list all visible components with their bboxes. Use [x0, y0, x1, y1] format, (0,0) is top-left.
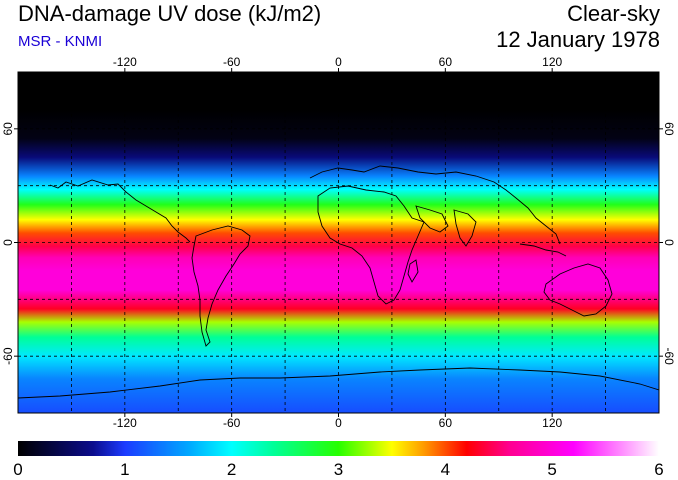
lat-label-right: 0 — [662, 239, 676, 246]
coastline-eurasia — [309, 165, 561, 245]
lat-label-right: 60 — [662, 122, 676, 136]
colorbar-label: 6 — [654, 460, 663, 479]
lat-label-right: -60 — [662, 347, 676, 365]
lon-label-bottom: 60 — [439, 416, 453, 430]
colorbar-label: 0 — [13, 460, 22, 479]
lon-label-bottom: 120 — [542, 416, 562, 430]
coastline-africa — [317, 185, 425, 305]
lat-labels-left: 60 0 -60 — [1, 122, 15, 365]
coastline-antarctica — [18, 367, 659, 399]
coastline-north-america — [49, 179, 191, 243]
coastline-south-america — [191, 225, 251, 347]
lon-labels-bottom: -120 -60 0 60 120 — [113, 416, 563, 430]
frame-ticks — [14, 68, 663, 417]
sky-condition-label: Clear-sky — [567, 1, 660, 26]
colorbar-label: 5 — [547, 460, 556, 479]
lon-label-top: 0 — [335, 55, 342, 69]
lon-label-bottom: -60 — [223, 416, 241, 430]
lat-labels-right: 60 0 -60 — [662, 122, 676, 365]
coastline-india — [453, 209, 477, 247]
lon-label-top: 60 — [439, 55, 453, 69]
lat-label-left: 0 — [1, 239, 15, 246]
coastline-madagascar — [407, 259, 419, 283]
colorbar-label: 1 — [120, 460, 129, 479]
coastline-australia — [543, 263, 613, 317]
coastline-indonesia — [519, 243, 567, 257]
colorbar-label: 3 — [334, 460, 343, 479]
lon-labels-top: -120 -60 0 60 120 — [113, 55, 563, 69]
map-title: DNA-damage UV dose (kJ/m2) — [18, 1, 322, 26]
coastline-arabia — [415, 205, 449, 233]
colorbar-label: 2 — [227, 460, 236, 479]
lon-label-top: 120 — [542, 55, 562, 69]
colorbar — [18, 441, 659, 456]
lon-label-top: -60 — [223, 55, 241, 69]
lon-label-bottom: 0 — [335, 416, 342, 430]
institution-label: MSR - KNMI — [18, 33, 103, 50]
lon-label-top: -120 — [113, 55, 137, 69]
coastlines — [18, 165, 659, 399]
date-label: 12 January 1978 — [496, 27, 660, 52]
lat-label-left: 60 — [1, 122, 15, 136]
lat-label-left: -60 — [1, 347, 15, 365]
colorbar-labels: 0 1 2 3 4 5 6 — [13, 460, 663, 479]
graticule — [18, 72, 659, 413]
lon-label-bottom: -120 — [113, 416, 137, 430]
colorbar-label: 4 — [441, 460, 450, 479]
